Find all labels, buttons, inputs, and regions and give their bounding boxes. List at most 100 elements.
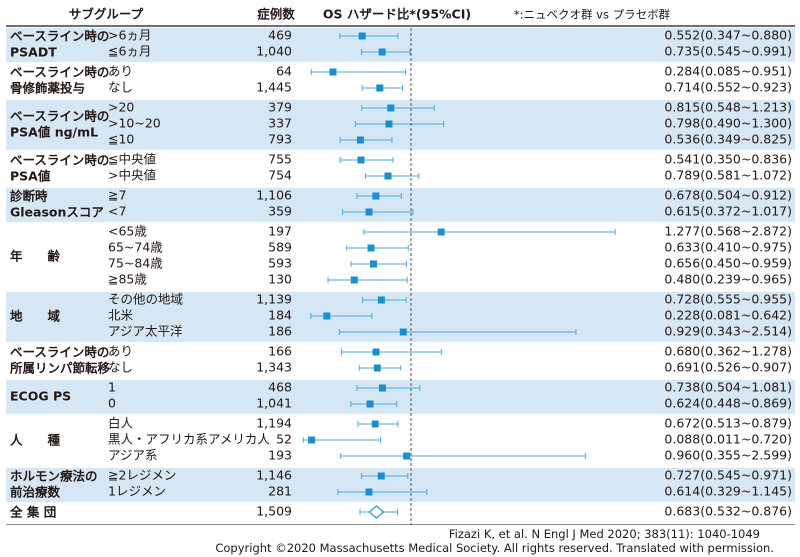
hr-point bbox=[365, 208, 373, 216]
row-label: ≧85歳 bbox=[108, 272, 147, 287]
row-hr-text: 1.277(0.568~2.872) bbox=[664, 224, 792, 239]
row-n: 193 bbox=[268, 448, 292, 463]
hr-point bbox=[329, 68, 337, 76]
row-n: 1,343 bbox=[256, 360, 292, 375]
row-n: 589 bbox=[268, 240, 292, 255]
row-label: ≦10 bbox=[108, 132, 134, 147]
row-hr-text: 0.691(0.526~0.907) bbox=[664, 360, 792, 375]
row-n: 793 bbox=[268, 132, 292, 147]
hr-point bbox=[373, 364, 381, 372]
row-hr-text: 0.728(0.555~0.955) bbox=[664, 292, 792, 307]
row-hr-text: 0.656(0.450~0.959) bbox=[664, 256, 792, 271]
hr-point bbox=[323, 312, 331, 320]
row-n: 1,139 bbox=[256, 292, 292, 307]
row-n: 755 bbox=[268, 152, 292, 167]
hr-point bbox=[384, 172, 392, 180]
row-n: 184 bbox=[268, 308, 292, 323]
group-title: ECOG PS bbox=[10, 389, 71, 404]
hr-point bbox=[385, 120, 393, 128]
row-n: 1,146 bbox=[256, 468, 292, 483]
group-title: 前治療数 bbox=[10, 485, 61, 500]
group-title: PSA値 bbox=[10, 169, 51, 184]
row-n: 64 bbox=[276, 64, 292, 79]
hr-point bbox=[308, 436, 316, 444]
group-title: 診断時 bbox=[10, 189, 48, 204]
hr-point bbox=[377, 472, 385, 480]
hr-point bbox=[403, 452, 411, 460]
row-label: >中央値 bbox=[108, 168, 156, 183]
row-n: 754 bbox=[268, 168, 292, 183]
row-n: 186 bbox=[268, 324, 292, 339]
row-label: あり bbox=[108, 64, 133, 79]
row-n: 1,041 bbox=[256, 396, 292, 411]
row-hr-text: 0.624(0.448~0.869) bbox=[664, 396, 792, 411]
row-label: アジア太平洋 bbox=[108, 324, 183, 339]
header-subgroup: サブグループ bbox=[69, 7, 144, 22]
row-label: 1 bbox=[108, 380, 116, 395]
hr-point bbox=[437, 228, 445, 236]
group-title: 全 集 団 bbox=[9, 505, 56, 520]
row-hr-text: 0.614(0.329~1.145) bbox=[664, 484, 792, 499]
row-label: 0 bbox=[108, 396, 116, 411]
hr-point bbox=[377, 296, 385, 304]
row-hr-text: 0.541(0.350~0.836) bbox=[664, 152, 792, 167]
forest-plot: サブグループ 症例数 OS ハザード比*(95%CI) *:ニュベクオ群 vs プラセ… bbox=[6, 7, 795, 525]
row-label: ≧2レジメン bbox=[108, 468, 176, 483]
citation: Fizazi K, et al. N Engl J Med 2020; 383(… bbox=[448, 527, 760, 541]
row-hr-text: 0.672(0.513~0.879) bbox=[664, 416, 792, 431]
group-title: Gleasonスコア bbox=[10, 205, 104, 220]
group-title: 人 種 bbox=[10, 433, 61, 448]
hr-point bbox=[378, 384, 386, 392]
row-label: <7 bbox=[108, 204, 126, 219]
group-title: 骨修飾薬投与 bbox=[10, 81, 85, 96]
row-n: 1,106 bbox=[256, 188, 292, 203]
hr-point bbox=[358, 32, 366, 40]
group-title: 年 齢 bbox=[10, 249, 61, 264]
row-hr-text: 0.480(0.239~0.965) bbox=[664, 272, 792, 287]
row-n: 1,040 bbox=[256, 44, 292, 59]
row-n: 468 bbox=[268, 380, 292, 395]
group-title: 地 域 bbox=[10, 309, 61, 324]
row-n: 379 bbox=[268, 100, 292, 115]
hr-point bbox=[357, 156, 365, 164]
row-hr-text: 0.615(0.372~1.017) bbox=[664, 204, 792, 219]
hr-point bbox=[371, 420, 379, 428]
hr-point bbox=[372, 348, 380, 356]
row-hr-text: 0.284(0.085~0.951) bbox=[664, 64, 792, 79]
row-n: 130 bbox=[268, 272, 292, 287]
hr-point bbox=[356, 136, 364, 144]
row-label: 黒人・アフリカ系アメリカ人 bbox=[108, 432, 270, 447]
row-label: あり bbox=[108, 344, 133, 359]
row-label: <65歳 bbox=[108, 224, 147, 239]
row-hr-text: 0.929(0.343~2.514) bbox=[664, 324, 792, 339]
row-hr-text: 0.714(0.552~0.923) bbox=[664, 80, 792, 95]
row-hr-text: 0.552(0.347~0.880) bbox=[664, 28, 792, 43]
header-hr: OS ハザード比*(95%CI) bbox=[323, 7, 471, 22]
row-hr-text: 0.789(0.581~1.072) bbox=[664, 168, 792, 183]
row-label: ≦中央値 bbox=[108, 152, 156, 167]
hr-point bbox=[399, 328, 407, 336]
group-title: PSA値 ng/mL bbox=[10, 125, 98, 140]
group-title: PSADT bbox=[10, 45, 57, 60]
group-title: ベースライン時の bbox=[10, 29, 109, 44]
row-n: 337 bbox=[268, 116, 292, 131]
row-label: なし bbox=[108, 80, 133, 95]
hr-point bbox=[370, 260, 378, 268]
row-label: 75~84歳 bbox=[108, 256, 163, 271]
hr-point bbox=[387, 104, 395, 112]
row-label: なし bbox=[108, 360, 133, 375]
row-n: 1,509 bbox=[256, 504, 292, 519]
row-label: 1レジメン bbox=[108, 484, 166, 499]
row-hr-text: 0.735(0.545~0.991) bbox=[664, 44, 792, 59]
row-hr-text: 0.228(0.081~0.642) bbox=[664, 308, 792, 323]
row-hr-text: 0.633(0.410~0.975) bbox=[664, 240, 792, 255]
row-n: 1,194 bbox=[256, 416, 292, 431]
group-title: ベースライン時の bbox=[10, 109, 109, 124]
row-label: 65~74歳 bbox=[108, 240, 163, 255]
row-hr-text: 0.683(0.532~0.876) bbox=[664, 504, 792, 519]
row-hr-text: 0.727(0.545~0.971) bbox=[664, 468, 792, 483]
row-hr-text: 0.536(0.349~0.825) bbox=[664, 132, 792, 147]
group-title: ベースライン時の bbox=[10, 153, 109, 168]
hr-point bbox=[365, 488, 373, 496]
row-label: 白人 bbox=[108, 416, 134, 431]
